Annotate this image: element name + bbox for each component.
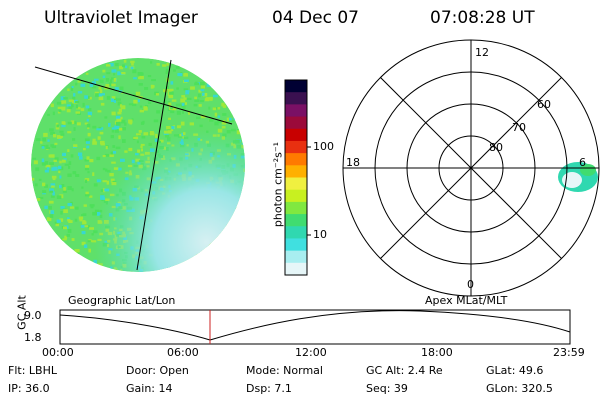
timeline-left-label: Geographic Lat/Lon (68, 294, 176, 307)
polar-label-bottom: 0 (467, 278, 474, 291)
dsp-info: Dsp: 7.1 (246, 382, 292, 395)
color-bar-segment (285, 128, 307, 142)
date-label: 04 Dec 07 (272, 8, 359, 28)
timeline-y-tick-high: 9.0 (24, 309, 42, 322)
timeline-frame (59, 309, 571, 345)
color-bar-tick-100-label: 100 (313, 140, 334, 153)
polar-label-top: 12 (475, 46, 489, 59)
polar-lat-60-label: 60 (537, 98, 551, 111)
color-bar-segment (285, 238, 307, 252)
timeline-x-tick-2359: 23:59 (553, 346, 585, 359)
seq-info: Seq: 39 (366, 382, 408, 395)
color-bar-segment (285, 214, 307, 227)
dayside-glow (31, 58, 245, 272)
color-bar-segment (285, 165, 307, 179)
color-bar-segment (285, 153, 307, 166)
glon-info: GLon: 320.5 (486, 382, 553, 395)
color-bar-segment (285, 116, 307, 130)
color-bar-segment (285, 189, 307, 203)
instrument-title: Ultraviolet Imager (44, 8, 198, 28)
color-bar-segment (285, 104, 307, 118)
polar-diagonal-2 (380, 77, 562, 259)
color-bar-segment (285, 80, 307, 93)
color-bar-segment (285, 262, 307, 276)
ip-info: IP: 36.0 (8, 382, 50, 395)
polar-label-left: 18 (346, 156, 360, 169)
timeline-y-tick-low: 1.8 (24, 331, 42, 344)
timeline-x-tick-1800: 18:00 (421, 346, 453, 359)
polar-label-right: 6 (579, 156, 586, 169)
geo-grid-line-2 (136, 59, 172, 271)
color-bar-segment (285, 226, 307, 240)
timeline-x-tick-0600: 06:00 (167, 346, 199, 359)
door-info: Door: Open (126, 364, 189, 377)
color-bar-segment (285, 92, 307, 105)
geo-grid-line-1 (34, 66, 233, 125)
color-bar-segment (285, 201, 307, 215)
timeline-x-tick-1200: 12:00 (295, 346, 327, 359)
polar-lat-70-label: 70 (512, 121, 526, 134)
altitude-curve (59, 310, 571, 341)
polar-aurora-blob-edge (580, 164, 596, 176)
timeline-x-tick-0000: 00:00 (42, 346, 74, 359)
timeline-right-label: Apex MLat/MLT (425, 294, 508, 307)
gain-info: Gain: 14 (126, 382, 173, 395)
mode-info: Mode: Normal (246, 364, 323, 377)
polar-lat-80-label: 80 (489, 141, 503, 154)
color-bar-segment (285, 177, 307, 191)
filter-info: Flt: LBHL (8, 364, 57, 377)
gc-alt-info: GC Alt: 2.4 Re (366, 364, 443, 377)
color-bar-segment (285, 250, 307, 264)
time-label: 07:08:28 UT (430, 8, 535, 28)
glat-info: GLat: 49.6 (486, 364, 544, 377)
color-bar-segment (285, 140, 307, 154)
color-bar-frame (284, 79, 308, 276)
color-bar-tick-10-label: 10 (313, 228, 327, 241)
